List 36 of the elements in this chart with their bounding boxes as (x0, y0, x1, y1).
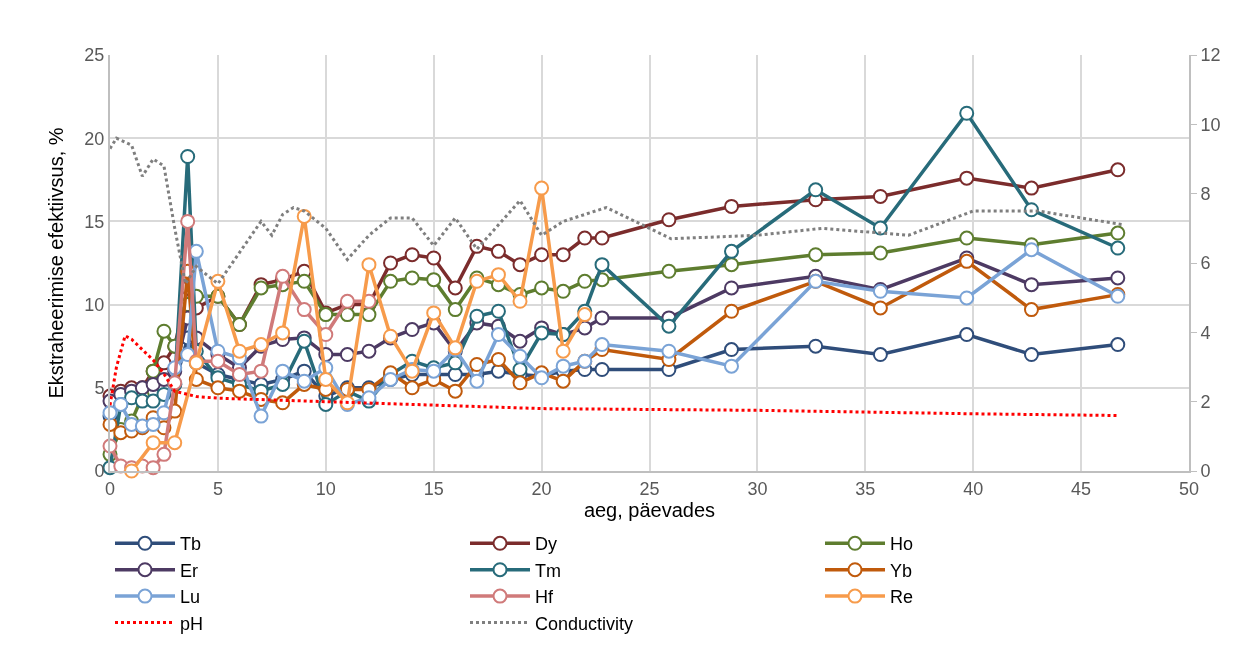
legend-label: Tb (180, 534, 202, 555)
x-tick-label: 10 (315, 478, 336, 499)
legend-label: Er (180, 560, 199, 581)
x-tick-label: 40 (963, 478, 984, 499)
legend-label: Lu (180, 587, 201, 608)
y2-tick-label: 10 (1200, 114, 1221, 135)
x-axis-title: aeg, päevades (583, 498, 716, 521)
y2-tick-label: 12 (1200, 45, 1221, 66)
y-tick-label: 0 (94, 461, 105, 482)
y2-tick-label: 4 (1200, 322, 1211, 343)
legend-label: Ho (890, 534, 914, 555)
y-tick-label: 5 (94, 378, 105, 399)
y2-tick-label: 0 (1200, 461, 1211, 482)
x-tick-label: 20 (531, 478, 552, 499)
x-tick-label: 25 (639, 478, 660, 499)
y2-tick-label: 2 (1200, 391, 1211, 412)
x-tick-label: 15 (423, 478, 444, 499)
y-axis-title: Ekstraheerimise efektiivsus, % (45, 127, 68, 399)
x-tick-label: 50 (1178, 478, 1200, 499)
legend-label: Conductivity (535, 613, 634, 634)
y2-tick-label: 6 (1200, 253, 1211, 274)
y-tick-label: 10 (84, 294, 105, 315)
x-tick-label: 35 (855, 478, 876, 499)
x-tick-label: 45 (1071, 478, 1092, 499)
legend-label: Re (890, 587, 914, 608)
x-tick-label: 5 (212, 478, 223, 499)
x-tick-label: 30 (747, 478, 768, 499)
legend-label: pH (180, 613, 204, 634)
legend-label: Dy (535, 534, 557, 555)
y-tick-label: 15 (84, 211, 105, 232)
legend-label: Tm (535, 560, 561, 581)
y-tick-label: 20 (84, 128, 105, 149)
legend-label: Hf (535, 587, 554, 608)
legend-label: Yb (890, 560, 913, 581)
y2-tick-label: 8 (1200, 183, 1211, 204)
y-tick-label: 25 (84, 45, 105, 66)
